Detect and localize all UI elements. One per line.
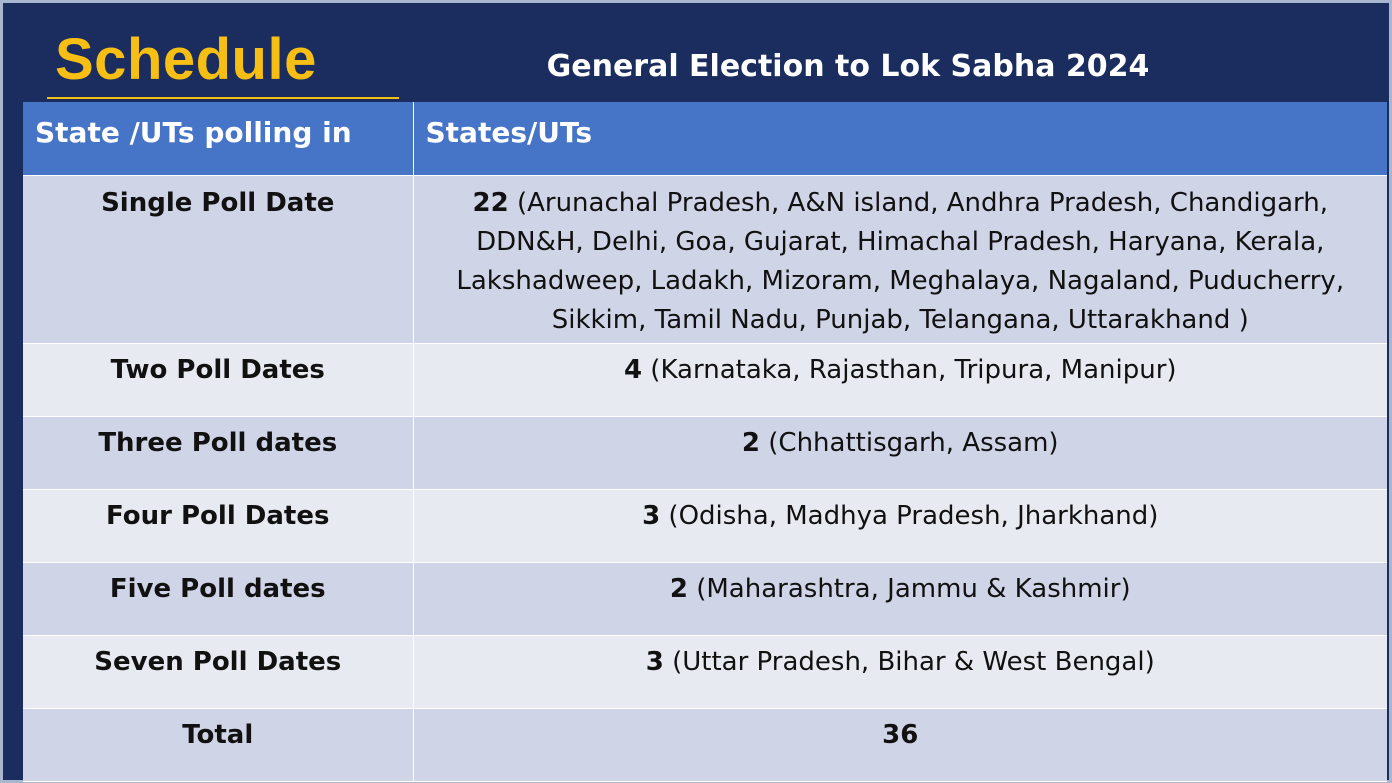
schedule-title: Schedule	[55, 27, 317, 92]
row-label: Seven Poll Dates	[23, 635, 414, 709]
state-count: 2	[741, 427, 760, 458]
state-list: (Uttar Pradesh, Bihar & West Bengal)	[663, 646, 1155, 677]
title-underline	[47, 97, 399, 99]
column-header-polling: State /UTs polling in	[23, 102, 414, 176]
state-list: (Arunachal Pradesh, A&N island, Andhra P…	[456, 187, 1345, 335]
row-value: 22 (Arunachal Pradesh, A&N island, Andhr…	[413, 175, 1387, 344]
table-row: Seven Poll Dates 3 (Uttar Pradesh, Bihar…	[23, 635, 1387, 709]
state-list: (Chhattisgarh, Assam)	[760, 427, 1059, 458]
table-row: Single Poll Date 22 (Arunachal Pradesh, …	[23, 175, 1387, 344]
state-count: 3	[642, 500, 661, 531]
row-value: 2 (Chhattisgarh, Assam)	[413, 416, 1387, 490]
row-value: 4 (Karnataka, Rajasthan, Tripura, Manipu…	[413, 343, 1387, 417]
state-count: 22	[472, 187, 509, 218]
table-row: Four Poll Dates 3 (Odisha, Madhya Prades…	[23, 489, 1387, 563]
table-row: Three Poll dates 2 (Chhattisgarh, Assam)	[23, 416, 1387, 490]
column-header-states: States/UTs	[413, 102, 1387, 176]
state-list: (Maharashtra, Jammu & Kashmir)	[687, 573, 1131, 604]
table-row: Five Poll dates 2 (Maharashtra, Jammu & …	[23, 562, 1387, 636]
row-label: Five Poll dates	[23, 562, 414, 636]
election-subtitle: General Election to Lok Sabha 2024	[546, 49, 1150, 84]
row-value: 3 (Uttar Pradesh, Bihar & West Bengal)	[413, 635, 1387, 709]
table-header-row: State /UTs polling in States/UTs	[23, 102, 1387, 176]
total-label: Total	[23, 708, 414, 782]
state-list: (Karnataka, Rajasthan, Tripura, Manipur)	[642, 354, 1177, 385]
schedule-table: State /UTs polling in States/UTs Single …	[23, 102, 1387, 782]
row-value: 2 (Maharashtra, Jammu & Kashmir)	[413, 562, 1387, 636]
row-value: 3 (Odisha, Madhya Pradesh, Jharkhand)	[413, 489, 1387, 563]
state-list: (Odisha, Madhya Pradesh, Jharkhand)	[660, 500, 1159, 531]
state-count: 3	[645, 646, 664, 677]
row-label: Three Poll dates	[23, 416, 414, 490]
row-label: Two Poll Dates	[23, 343, 414, 417]
state-count: 4	[623, 354, 643, 385]
total-value: 36	[413, 708, 1387, 782]
row-label: Four Poll Dates	[23, 489, 414, 563]
row-label: Single Poll Date	[23, 175, 414, 344]
table-row: Two Poll Dates 4 (Karnataka, Rajasthan, …	[23, 343, 1387, 417]
total-count: 36	[882, 719, 919, 750]
state-count: 2	[669, 573, 688, 604]
total-row: Total 36	[23, 708, 1387, 782]
